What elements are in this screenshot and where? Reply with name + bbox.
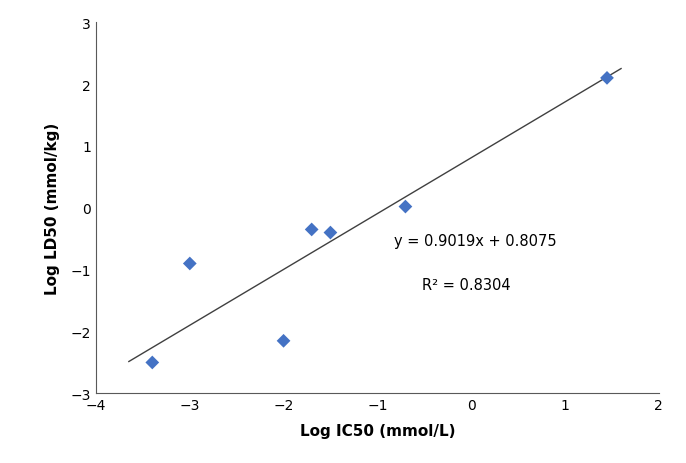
Point bbox=[185, 260, 196, 268]
Point bbox=[278, 338, 289, 345]
Y-axis label: Log LD50 (mmol/kg): Log LD50 (mmol/kg) bbox=[45, 122, 60, 294]
Text: R² = 0.8304: R² = 0.8304 bbox=[423, 278, 511, 293]
Point bbox=[400, 203, 411, 211]
Point bbox=[147, 359, 158, 366]
Point bbox=[602, 75, 613, 82]
Text: y = 0.9019x + 0.8075: y = 0.9019x + 0.8075 bbox=[394, 233, 557, 248]
X-axis label: Log IC50 (mmol/L): Log IC50 (mmol/L) bbox=[300, 424, 455, 438]
Point bbox=[306, 226, 317, 234]
Point bbox=[325, 229, 336, 237]
